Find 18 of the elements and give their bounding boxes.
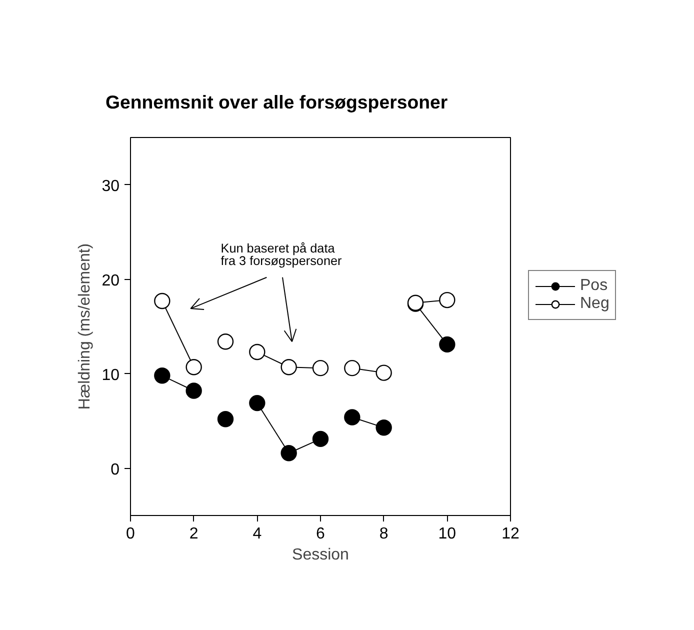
y-tick-label: 30 <box>102 178 120 195</box>
x-tick-label: 6 <box>316 526 326 542</box>
legend-label: Neg <box>580 295 610 313</box>
y-tick-label: 0 <box>110 461 120 478</box>
y-tick-label: 10 <box>102 366 120 384</box>
x-tick-label: 12 <box>502 526 520 542</box>
x-axis-title: Session <box>292 546 349 564</box>
x-tick-label: 0 <box>126 526 136 542</box>
chart-title: Gennemsnit over alle forsøgspersoner <box>106 92 448 112</box>
x-tick-label: 8 <box>379 526 388 542</box>
y-axis-title: Hældning (ms/element) <box>76 243 94 410</box>
annotation: Kun baseret på data <box>220 241 336 256</box>
legend-label: Pos <box>580 277 608 295</box>
y-tick-label: 20 <box>102 272 120 290</box>
x-tick-label: 4 <box>252 526 262 542</box>
x-tick-label: 2 <box>189 526 198 542</box>
x-tick-label: 10 <box>438 526 456 542</box>
annotation: fra 3 forsøgspersoner <box>220 254 342 268</box>
